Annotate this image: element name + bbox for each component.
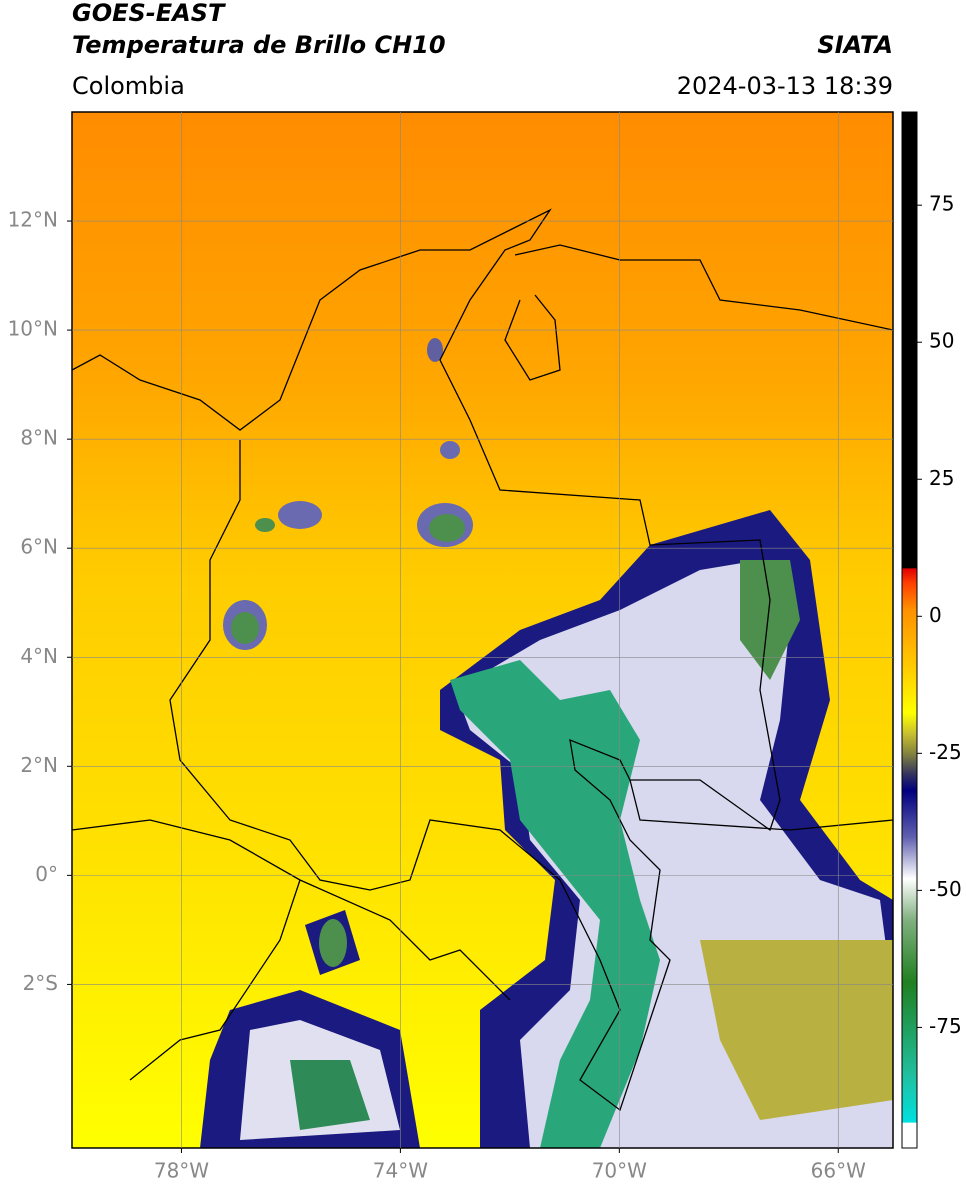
- y-tick-label: 2°N: [20, 753, 58, 777]
- colorbar-tick-label: -25: [929, 740, 962, 764]
- source: SIATA: [817, 31, 893, 59]
- y-tick-label: 0°: [35, 862, 58, 886]
- colorbar: [901, 111, 918, 1149]
- subtitle: Temperatura de Brillo CH10: [72, 31, 446, 59]
- colorbar-tick-label: 25: [929, 466, 954, 490]
- x-tick-label: 70°W: [592, 1159, 647, 1183]
- title: GOES-EAST: [72, 0, 226, 27]
- y-tick-label: 8°N: [20, 426, 58, 450]
- borders: [72, 208, 893, 1112]
- y-tick-label: 10°N: [8, 317, 58, 341]
- y-tick-label: 2°S: [23, 971, 58, 995]
- map-frame: [71, 111, 894, 1149]
- colorbar-tick-label: 50: [929, 329, 954, 353]
- imagery: [72, 112, 893, 1148]
- x-tick-label: 66°W: [811, 1159, 866, 1183]
- y-tick-label: 4°N: [20, 644, 58, 668]
- colorbar-tick-label: 75: [929, 192, 954, 216]
- y-tick-label: 6°N: [20, 535, 58, 559]
- colorbar-tick-label: -50: [929, 877, 962, 901]
- datetime: 2024-03-13 18:39: [677, 72, 893, 100]
- x-tick-label: 78°W: [154, 1159, 209, 1183]
- y-tick-label: 12°N: [8, 208, 58, 232]
- colorbar-tick-label: -75: [929, 1014, 962, 1038]
- colorbar-tick-label: 0: [929, 603, 942, 627]
- region: Colombia: [72, 72, 185, 100]
- x-tick-label: 74°W: [373, 1159, 428, 1183]
